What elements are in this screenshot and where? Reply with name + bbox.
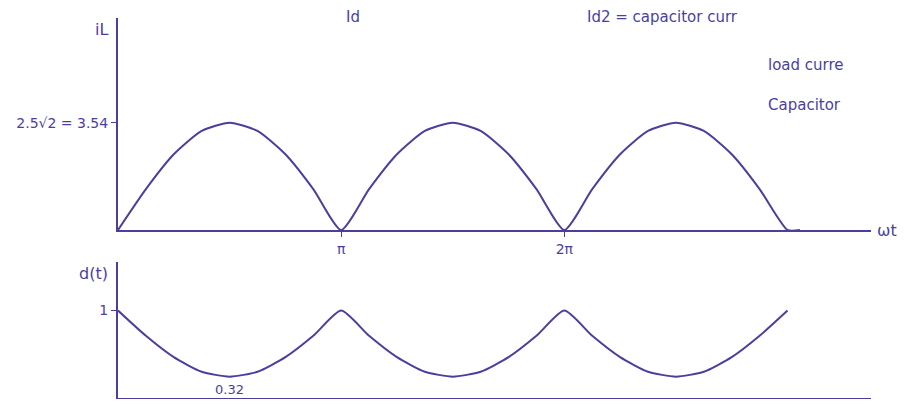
- svg-text:iL: iL: [95, 20, 108, 39]
- svg-text:Id2 = capacitor curr: Id2 = capacitor curr: [587, 8, 738, 26]
- svg-text:π: π: [337, 241, 346, 257]
- svg-text:load curre: load curre: [768, 56, 844, 74]
- svg-text:Capacitor: Capacitor: [768, 96, 841, 114]
- svg-text:1: 1: [99, 302, 108, 318]
- svg-text:d(t): d(t): [79, 264, 108, 283]
- svg-text:ωt: ωt: [877, 221, 897, 240]
- svg-text:2.5√2 = 3.54: 2.5√2 = 3.54: [16, 115, 108, 131]
- svg-text:Id: Id: [346, 8, 360, 26]
- svg-text:2π: 2π: [556, 241, 574, 257]
- svg-text:0.32: 0.32: [215, 382, 244, 397]
